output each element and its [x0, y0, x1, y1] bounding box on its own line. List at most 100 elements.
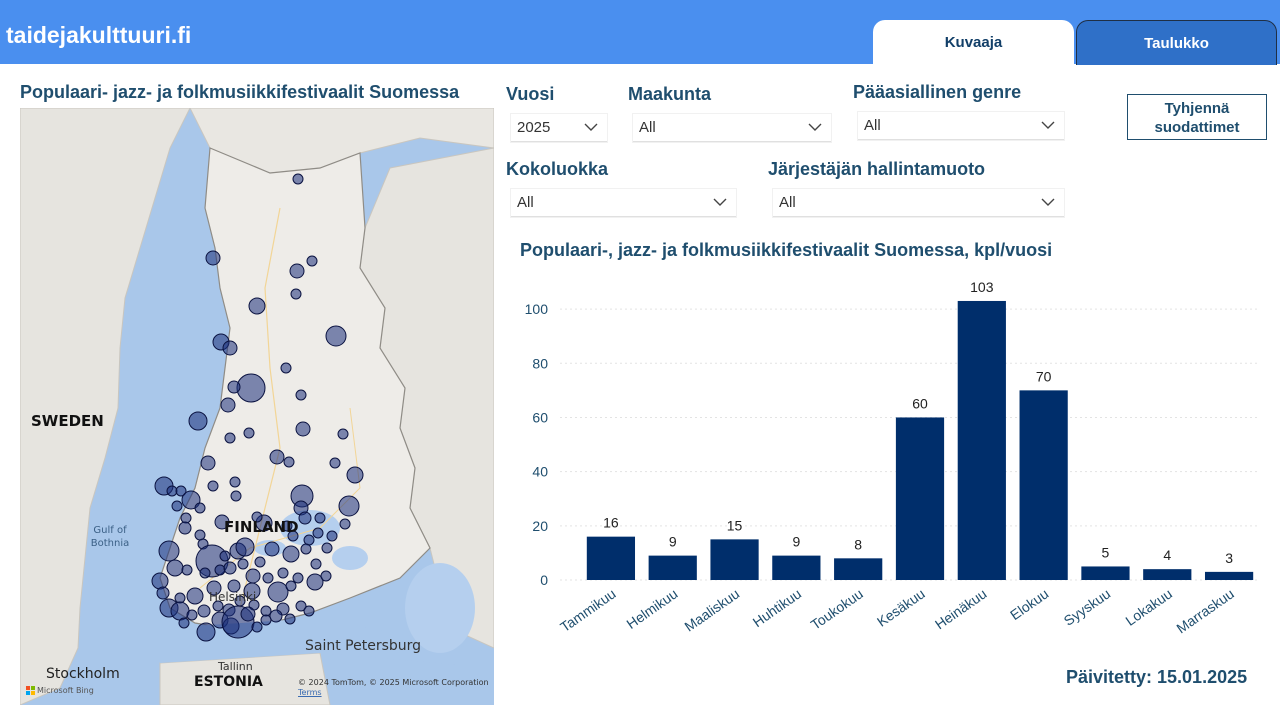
festival-bubble[interactable]	[285, 580, 297, 592]
festival-bubble[interactable]	[181, 564, 193, 576]
festival-bubble[interactable]	[166, 559, 184, 577]
festival-bubble[interactable]	[196, 622, 216, 642]
festival-bubble[interactable]	[282, 545, 300, 563]
festival-bubble[interactable]	[180, 512, 192, 524]
festival-bubble[interactable]	[314, 512, 326, 524]
festival-bubble[interactable]	[338, 495, 360, 517]
festival-bubble[interactable]	[206, 580, 222, 596]
festival-bubble[interactable]	[222, 340, 238, 356]
festival-bubble[interactable]	[254, 556, 266, 568]
festival-bubble[interactable]	[298, 511, 312, 525]
festival-bubble[interactable]	[219, 550, 231, 562]
bar-elokuu[interactable]	[1019, 390, 1068, 580]
festival-bubble[interactable]	[306, 255, 318, 267]
bar-heinäkuu[interactable]	[957, 300, 1006, 580]
festival-map[interactable]: SWEDEN Gulf of Bothnia FINLAND Helsinki …	[20, 108, 494, 705]
festival-bubble[interactable]	[170, 601, 190, 621]
festival-bubble[interactable]	[295, 421, 311, 437]
festival-bubble[interactable]	[269, 609, 283, 623]
festival-bubble[interactable]	[205, 250, 221, 266]
festival-bubble[interactable]	[237, 558, 249, 570]
festival-bubble[interactable]	[303, 534, 315, 546]
festival-bubble[interactable]	[235, 537, 255, 557]
festival-bubble[interactable]	[178, 521, 192, 535]
festival-bubble[interactable]	[284, 613, 296, 625]
dropdown-hallintamuoto[interactable]: All	[773, 189, 1064, 217]
festival-bubble[interactable]	[292, 173, 304, 185]
bar-kesäkuu[interactable]	[895, 417, 945, 580]
bar-syyskuu[interactable]	[1081, 566, 1130, 580]
festival-bubble[interactable]	[248, 297, 266, 315]
festival-bubble[interactable]	[281, 520, 293, 532]
festival-bubble[interactable]	[306, 573, 324, 591]
festival-bubble[interactable]	[337, 428, 349, 440]
festival-bubble[interactable]	[267, 581, 289, 603]
dropdown-vuosi[interactable]: 2025	[511, 114, 607, 142]
festival-bubble[interactable]	[280, 362, 292, 374]
festival-bubble[interactable]	[300, 543, 312, 555]
festival-bubble[interactable]	[243, 582, 261, 600]
festival-bubble[interactable]	[269, 449, 285, 465]
tab-taulukko[interactable]: Taulukko	[1076, 20, 1277, 65]
festival-bubble[interactable]	[245, 568, 261, 584]
festival-bubble[interactable]	[171, 500, 183, 512]
terms-link[interactable]: Terms	[298, 688, 322, 697]
festival-bubble[interactable]	[236, 373, 266, 403]
festival-bubble[interactable]	[220, 397, 236, 413]
festival-bubble[interactable]	[287, 530, 299, 542]
festival-bubble[interactable]	[158, 540, 180, 562]
clear-filters-button[interactable]: Tyhjennä suodattimet	[1127, 94, 1267, 140]
festival-bubble[interactable]	[326, 530, 338, 542]
festival-bubble[interactable]	[292, 572, 304, 584]
festival-bubble[interactable]	[214, 564, 226, 576]
festival-bubble[interactable]	[262, 572, 274, 584]
bar-lokakuu[interactable]	[1143, 569, 1192, 580]
tab-kuvaaja[interactable]: Kuvaaja	[873, 20, 1074, 65]
bar-helmikuu[interactable]	[648, 555, 697, 580]
dropdown-genre[interactable]: All	[858, 112, 1064, 140]
festival-bubble[interactable]	[230, 490, 242, 502]
festival-bubble[interactable]	[223, 561, 237, 575]
festival-bubble[interactable]	[290, 288, 302, 300]
festival-bubble[interactable]	[329, 457, 341, 469]
festival-bubble[interactable]	[346, 466, 364, 484]
festival-bubble[interactable]	[194, 529, 206, 541]
festival-bubble[interactable]	[156, 586, 170, 600]
festival-bubble[interactable]	[175, 485, 187, 497]
festival-bubble[interactable]	[240, 606, 256, 622]
festival-bubble[interactable]	[178, 617, 190, 629]
festival-bubble[interactable]	[224, 432, 236, 444]
festival-bubble[interactable]	[325, 325, 347, 347]
festival-bubble[interactable]	[227, 380, 241, 394]
festival-bubble[interactable]	[303, 605, 315, 617]
bar-huhtikuu[interactable]	[772, 555, 821, 580]
festival-bubble[interactable]	[295, 600, 307, 612]
festival-bubble[interactable]	[260, 614, 272, 626]
festival-bubble[interactable]	[207, 480, 219, 492]
festival-bubble[interactable]	[289, 263, 305, 279]
festival-bubble[interactable]	[197, 604, 211, 618]
festival-bubble[interactable]	[186, 587, 204, 605]
dropdown-kokoluokka[interactable]: All	[511, 189, 736, 217]
festival-bubble[interactable]	[320, 570, 332, 582]
festival-bubble[interactable]	[229, 476, 241, 488]
festival-bubble[interactable]	[310, 558, 322, 570]
festival-bubble[interactable]	[339, 518, 351, 530]
festival-bubble[interactable]	[212, 600, 224, 612]
festival-bubble[interactable]	[199, 567, 211, 579]
festival-bubble[interactable]	[321, 542, 333, 554]
festival-bubble[interactable]	[277, 567, 289, 579]
festival-bubble[interactable]	[295, 389, 307, 401]
festival-bubble[interactable]	[200, 455, 216, 471]
festival-bubble[interactable]	[151, 572, 169, 590]
festival-bubble[interactable]	[251, 511, 263, 523]
bar-tammikuu[interactable]	[586, 536, 636, 580]
festival-bubble[interactable]	[264, 541, 280, 557]
festival-bubble[interactable]	[283, 456, 295, 468]
festival-bubble[interactable]	[312, 527, 324, 539]
festival-bubble[interactable]	[194, 502, 206, 514]
festival-bubble[interactable]	[181, 490, 201, 510]
festival-bubble[interactable]	[186, 609, 198, 621]
festival-bubble[interactable]	[251, 621, 263, 633]
festival-bubble[interactable]	[227, 579, 241, 593]
